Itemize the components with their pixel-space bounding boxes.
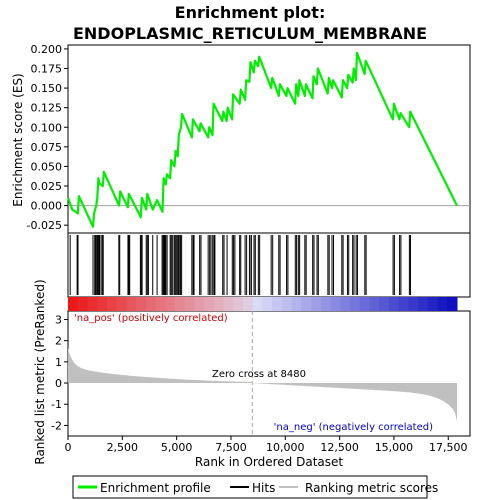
ranking-bar-segment [223, 297, 234, 311]
ranking-bar-segment [145, 297, 157, 311]
ranking-bar-segment [174, 297, 186, 311]
es-panel [67, 44, 471, 234]
es-y-tick-label: 0.150 [31, 82, 63, 95]
metric-y-tick-label: 3 [55, 313, 62, 326]
x-axis-title: Rank in Ordered Dataset [195, 455, 343, 469]
ranking-bar-segment [106, 297, 118, 311]
ranking-bar-segment [379, 297, 390, 311]
x-tick-label: 2,500 [107, 441, 139, 454]
legend-box [72, 475, 428, 499]
ranking-bar-segment [340, 297, 351, 311]
ranking-bar-segment [447, 297, 458, 311]
x-tick-label: 0 [65, 441, 72, 454]
ranking-bar-segment [349, 297, 361, 311]
es-y-tick-label: 0.175 [31, 63, 63, 76]
metric-y-axis: -2 -1 0 1 2 3 [51, 313, 68, 432]
es-line [66, 51, 458, 228]
ranking-bar-segment [243, 297, 254, 311]
ranking-bar-segment [281, 297, 293, 311]
neg-label: 'na_neg' (negatively correlated) [274, 422, 433, 433]
es-y-tick-label: 0.100 [31, 121, 63, 134]
metric-y-tick-label: -2 [51, 419, 62, 432]
ranking-bar-segment [213, 297, 225, 311]
metric-area [68, 348, 457, 422]
ranking-bar-segment [165, 297, 176, 311]
ranking-bar-segment [252, 297, 263, 311]
ranking-bar-segment [184, 297, 195, 311]
es-y-tick-label: 0.125 [31, 102, 63, 115]
pos-label: 'na_pos' (positively correlated) [74, 313, 228, 324]
ranking-bar-segment [408, 297, 419, 311]
ranking-bar-segment [388, 297, 400, 311]
metric-y-tick-label: 0 [55, 377, 62, 390]
x-tick-label: 5,000 [161, 441, 193, 454]
ranking-color-bar [68, 297, 458, 311]
es-y-axis: -0.025 0.000 0.025 0.050 0.075 0.100 0.125 0.15… [27, 43, 68, 232]
ranking-bar-segment [291, 297, 302, 311]
ranking-bar-segment [301, 297, 312, 311]
metric-y-tick-label: -1 [51, 398, 62, 411]
x-tick-label: 10,000 [266, 441, 305, 454]
hits-panel [67, 232, 471, 298]
chart-title-line2: ENDOPLASMIC_RETICULUM_MEMBRANE [73, 24, 427, 43]
x-tick-label: 15,000 [375, 441, 414, 454]
ranking-bar-segment [330, 297, 341, 311]
ranking-bar-segment [136, 297, 147, 311]
ranking-bar-segment [194, 297, 205, 311]
metric-y-tick-label: 2 [55, 335, 62, 348]
ranking-bar-segment [369, 297, 380, 311]
legend-label-ranking: Ranking metric scores [305, 481, 438, 495]
es-y-tick-label: 0.025 [31, 180, 63, 193]
ranking-bar-segment [155, 297, 166, 311]
ranking-bar-segment [68, 297, 79, 311]
chart-title-line1: Enrichment plot: [175, 3, 326, 22]
metric-area-group [68, 311, 457, 436]
x-axis: 0 2,500 5,000 7,500 10,000 12,500 15,000 17,500 [65, 436, 468, 454]
ranking-bar-segment [262, 297, 273, 311]
ranking-bar-segment [311, 297, 322, 311]
es-y-axis-title: Enrichment score (ES) [11, 73, 25, 206]
ranking-bar-segment [126, 297, 137, 311]
metric-y-tick-label: 1 [55, 356, 62, 369]
es-y-tick-label: -0.025 [27, 219, 62, 232]
ranking-bar-segment [418, 297, 429, 311]
ranking-bar-segment [398, 297, 409, 311]
x-tick-label: 7,500 [215, 441, 247, 454]
ranking-bar-segment [272, 297, 283, 311]
ranking-bar-segment [320, 297, 332, 311]
ranking-bar-segment [233, 297, 244, 311]
es-line-group [66, 51, 458, 228]
metric-y-axis-title: Ranked list metric (PreRanked) [33, 279, 47, 464]
es-y-tick-label: 0.200 [31, 43, 63, 56]
ranking-bar-segment [87, 297, 98, 311]
ranking-bar-segment [116, 297, 127, 311]
x-tick-label: 12,500 [320, 441, 359, 454]
ranking-bar-segment [359, 297, 370, 311]
ranking-bar-segment [204, 297, 215, 311]
ranking-bar-segment [77, 297, 88, 311]
legend: Enrichment profile Hits Ranking metric s… [72, 475, 438, 499]
es-y-tick-label: 0.000 [31, 200, 63, 213]
legend-label-enrichment: Enrichment profile [100, 481, 211, 495]
es-y-tick-label: 0.050 [31, 160, 63, 173]
ranking-bar-segment [97, 297, 108, 311]
x-tick-label: 17,500 [429, 441, 468, 454]
es-y-tick-label: 0.075 [31, 141, 63, 154]
hits-group [69, 235, 411, 295]
ranking-bar-segment [427, 297, 439, 311]
zero-cross-label: Zero cross at 8480 [212, 369, 306, 380]
legend-label-hits: Hits [252, 481, 275, 495]
ranking-bar-segment [437, 297, 448, 311]
